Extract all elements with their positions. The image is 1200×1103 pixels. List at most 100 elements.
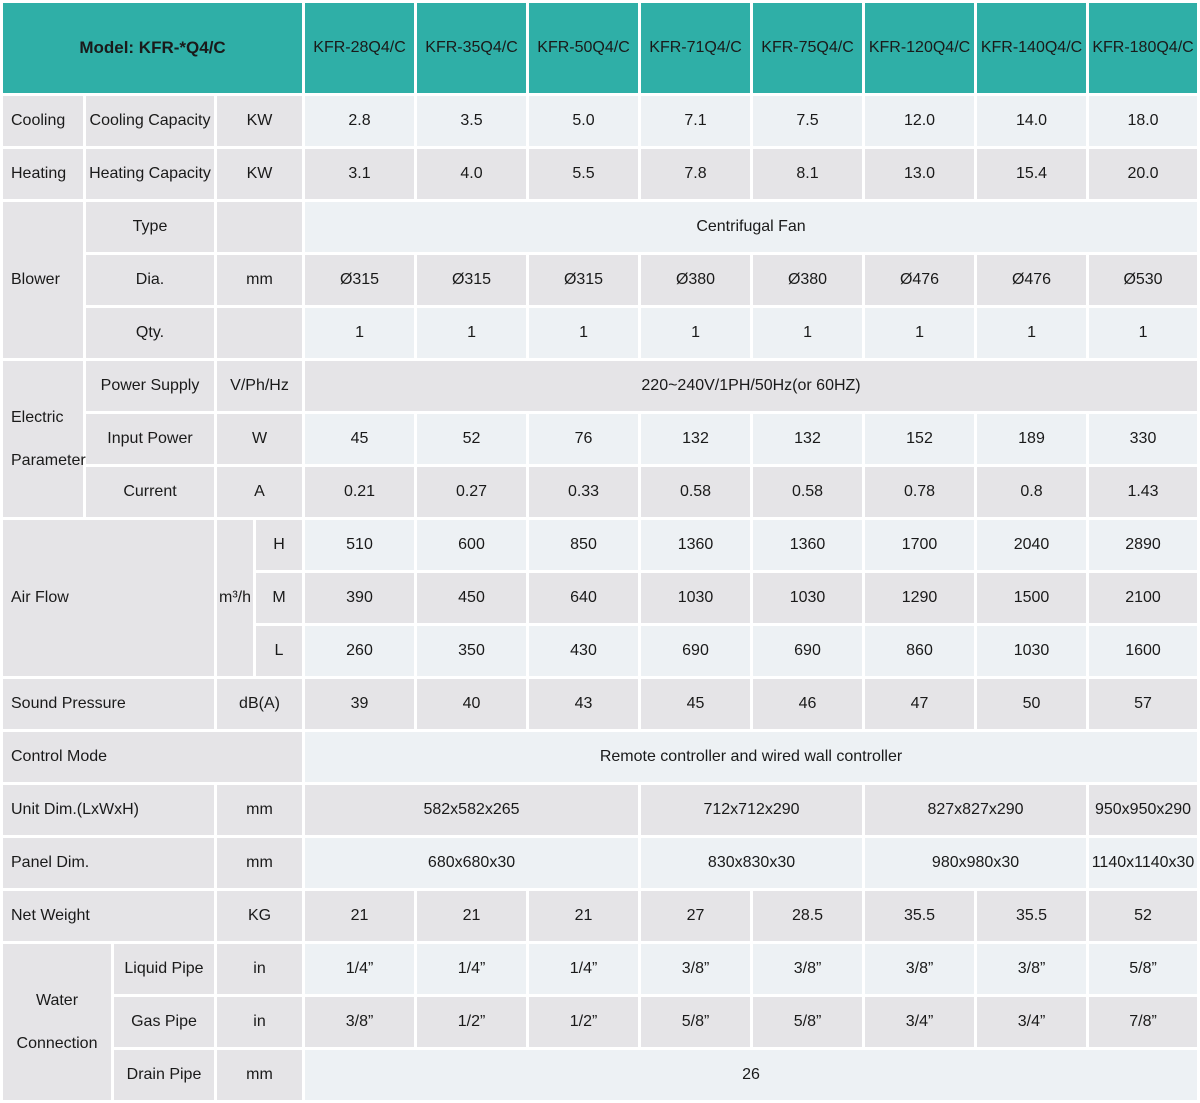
value-cell: 3/8” [641,944,751,994]
section-label: Air Flow [3,520,214,676]
row-label: Cooling Capacity [86,96,214,146]
value-cell: 45 [641,679,751,729]
value-cell: 3.1 [305,149,415,199]
value-cell: 1360 [641,520,751,570]
unit-label: A [217,467,303,517]
value-cell: 0.8 [977,467,1087,517]
table-row-blower-dia: Dia. mm Ø315 Ø315 Ø315 Ø380 Ø380 Ø476 Ø4… [3,255,1198,305]
section-label: Heating [3,149,83,199]
value-cell: 1 [529,308,639,358]
airflow-speed-label: L [256,626,303,676]
merged-value-cell: 950x950x290 [1089,785,1198,835]
value-cell: 132 [753,414,863,464]
table-row-airflow-l: L 260 350 430 690 690 860 1030 1600 [3,626,1198,676]
section-label: Cooling [3,96,83,146]
value-cell: 3/8” [865,944,975,994]
value-cell: 2040 [977,520,1087,570]
value-cell: 2890 [1089,520,1198,570]
value-cell: 1/2” [417,997,527,1047]
table-row-net-weight: Net Weight KG 21 21 21 27 28.5 35.5 35.5… [3,891,1198,941]
value-cell: 46 [753,679,863,729]
section-label: Unit Dim.(LxWxH) [3,785,214,835]
merged-value-cell: 26 [305,1050,1198,1100]
value-cell: 14.0 [977,96,1087,146]
unit-label [217,308,303,358]
table-row-drain-pipe: Drain Pipe mm 26 [3,1050,1198,1100]
value-cell: 3/8” [753,944,863,994]
value-cell: 28.5 [753,891,863,941]
merged-value-cell: Remote controller and wired wall control… [305,732,1198,782]
value-cell: 4.0 [417,149,527,199]
value-cell: 18.0 [1089,96,1198,146]
value-cell: 7.5 [753,96,863,146]
unit-label: mm [217,1050,303,1100]
value-cell: 1 [977,308,1087,358]
row-label: Type [86,202,214,252]
unit-label: dB(A) [217,679,303,729]
value-cell: 450 [417,573,527,623]
value-cell: 21 [417,891,527,941]
value-cell: 1.43 [1089,467,1198,517]
merged-value-cell: 830x830x30 [641,838,863,888]
table-row-gas-pipe: Gas Pipe in 3/8” 1/2” 1/2” 5/8” 5/8” 3/4… [3,997,1198,1047]
row-label: Qty. [86,308,214,358]
value-cell: 3.5 [417,96,527,146]
model-header-cell: KFR-75Q4/C [753,3,863,93]
value-cell: 690 [641,626,751,676]
model-header-cell: KFR-50Q4/C [529,3,639,93]
merged-value-cell: 220~240V/1PH/50Hz(or 60HZ) [305,361,1198,411]
section-label: Sound Pressure [3,679,214,729]
value-cell: 1030 [977,626,1087,676]
table-row-airflow-m: M 390 450 640 1030 1030 1290 1500 2100 [3,573,1198,623]
value-cell: 21 [529,891,639,941]
value-cell: 52 [417,414,527,464]
value-cell: 43 [529,679,639,729]
table-row-heating: Heating Heating Capacity KW 3.1 4.0 5.5 … [3,149,1198,199]
value-cell: 52 [1089,891,1198,941]
section-label: Electric Parameter [3,361,86,517]
table-row-current: Current A 0.21 0.27 0.33 0.58 0.58 0.78 … [3,467,1198,517]
value-cell: 5/8” [753,997,863,1047]
value-cell: 35.5 [865,891,975,941]
value-cell: 390 [305,573,415,623]
table-row-power-supply: Electric Parameter Power Supply V/Ph/Hz … [3,361,1198,517]
value-cell: 330 [1089,414,1198,464]
value-cell: 13.0 [865,149,975,199]
merged-value-cell: 582x582x265 [305,785,639,835]
value-cell: 350 [417,626,527,676]
model-header-cell: KFR-140Q4/C [977,3,1087,93]
table-row-control-mode: Control Mode Remote controller and wired… [3,732,1198,782]
row-label: Dia. [86,255,214,305]
row-label: Heating Capacity [86,149,214,199]
value-cell: 1/4” [529,944,639,994]
model-header-cell: KFR-28Q4/C [305,3,415,93]
value-cell: Ø476 [977,255,1087,305]
model-header-cell: KFR-120Q4/C [865,3,975,93]
value-cell: 3/4” [977,997,1087,1047]
value-cell: 3/8” [977,944,1087,994]
value-cell: 189 [977,414,1087,464]
value-cell: 1030 [753,573,863,623]
value-cell: 2.8 [305,96,415,146]
value-cell: 1 [865,308,975,358]
row-label: Current [86,467,214,517]
unit-label: m³/h [217,520,253,676]
table-row-airflow-h: Air Flow m³/h H 510 600 850 1360 1360 17… [3,520,1198,676]
table-row-panel-dim: Panel Dim. mm 680x680x30 830x830x30 980x… [3,838,1198,888]
value-cell: 0.58 [753,467,863,517]
model-header-cell: KFR-180Q4/C [1089,3,1198,93]
unit-label: mm [217,838,303,888]
value-cell: 1/4” [305,944,415,994]
value-cell: 7/8” [1089,997,1198,1047]
value-cell: 860 [865,626,975,676]
row-label: Liquid Pipe [114,944,214,994]
value-cell: 1 [417,308,527,358]
value-cell: 76 [529,414,639,464]
section-label: Blower [3,202,83,358]
value-cell: Ø380 [641,255,751,305]
value-cell: 0.27 [417,467,527,517]
table-row-unit-dim: Unit Dim.(LxWxH) mm 582x582x265 712x712x… [3,785,1198,835]
value-cell: 152 [865,414,975,464]
value-cell: 1600 [1089,626,1198,676]
